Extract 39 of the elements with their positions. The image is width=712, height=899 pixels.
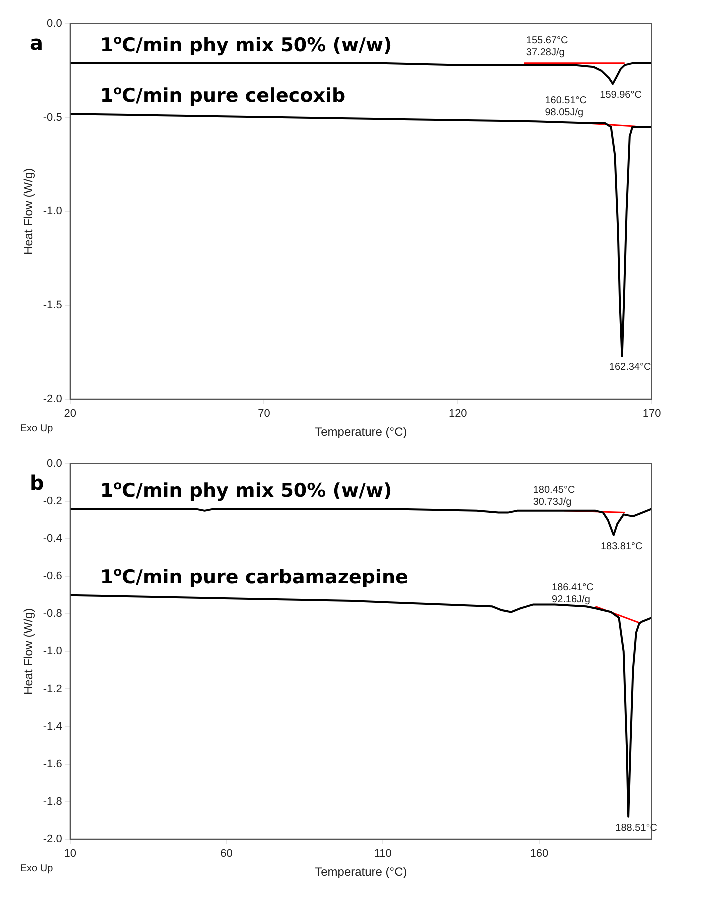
x-tick-label: 70 bbox=[258, 408, 270, 420]
y-tick-label: -1.4 bbox=[43, 720, 62, 733]
y-tick-label: 0.0 bbox=[47, 458, 62, 470]
y-tick-label: -2.0 bbox=[43, 393, 62, 406]
chart-title: a bbox=[30, 31, 44, 55]
annotation: 186.41°C 92.16J/g bbox=[552, 582, 594, 606]
annotation: 162.34°C bbox=[609, 362, 652, 374]
annotation: 183.81°C bbox=[600, 541, 643, 552]
y-tick-label: -1.0 bbox=[43, 646, 62, 658]
annotation: 155.67°C 37.28J/g bbox=[526, 35, 568, 58]
x-tick-label: 160 bbox=[530, 848, 549, 860]
x-axis-title: Temperature (°C) bbox=[315, 865, 408, 880]
y-tick-label: 0.0 bbox=[47, 18, 62, 30]
y-tick-label: -1.6 bbox=[43, 758, 62, 770]
y-tick-label: -1.5 bbox=[43, 300, 62, 312]
y-tick-label: -1.8 bbox=[43, 796, 62, 808]
x-tick-label: 110 bbox=[374, 848, 392, 860]
x-tick-label: 60 bbox=[220, 848, 233, 860]
y-tick-label: -1.0 bbox=[43, 206, 62, 218]
x-tick-label: 120 bbox=[448, 408, 468, 420]
annotation: 160.51°C 98.05J/g bbox=[545, 95, 588, 118]
x-tick-label: 10 bbox=[64, 848, 76, 860]
y-axis-title: Heat Flow (W/g) bbox=[22, 168, 36, 256]
x-tick-label: 170 bbox=[642, 408, 662, 420]
y-tick-label: -0.5 bbox=[43, 112, 62, 124]
y-tick-label: -2.0 bbox=[43, 833, 62, 846]
y-tick-label: -0.4 bbox=[43, 533, 62, 546]
y-tick-label: -0.2 bbox=[43, 496, 62, 508]
x-tick-label: 20 bbox=[64, 408, 76, 420]
chart-title: b bbox=[30, 471, 44, 495]
text: Exo Up bbox=[20, 863, 54, 874]
y-tick-label: -1.2 bbox=[43, 683, 62, 696]
y-axis-title: Heat Flow (W/g) bbox=[22, 608, 36, 696]
y-tick-label: -0.6 bbox=[43, 570, 62, 583]
y-tick-label: -0.8 bbox=[43, 608, 62, 620]
annotation: 159.96°C bbox=[600, 90, 642, 102]
annotation: 180.45°C 30.73J/g bbox=[533, 484, 576, 508]
x-axis-title: Temperature (°C) bbox=[315, 425, 408, 440]
text: Exo Up bbox=[20, 423, 54, 434]
